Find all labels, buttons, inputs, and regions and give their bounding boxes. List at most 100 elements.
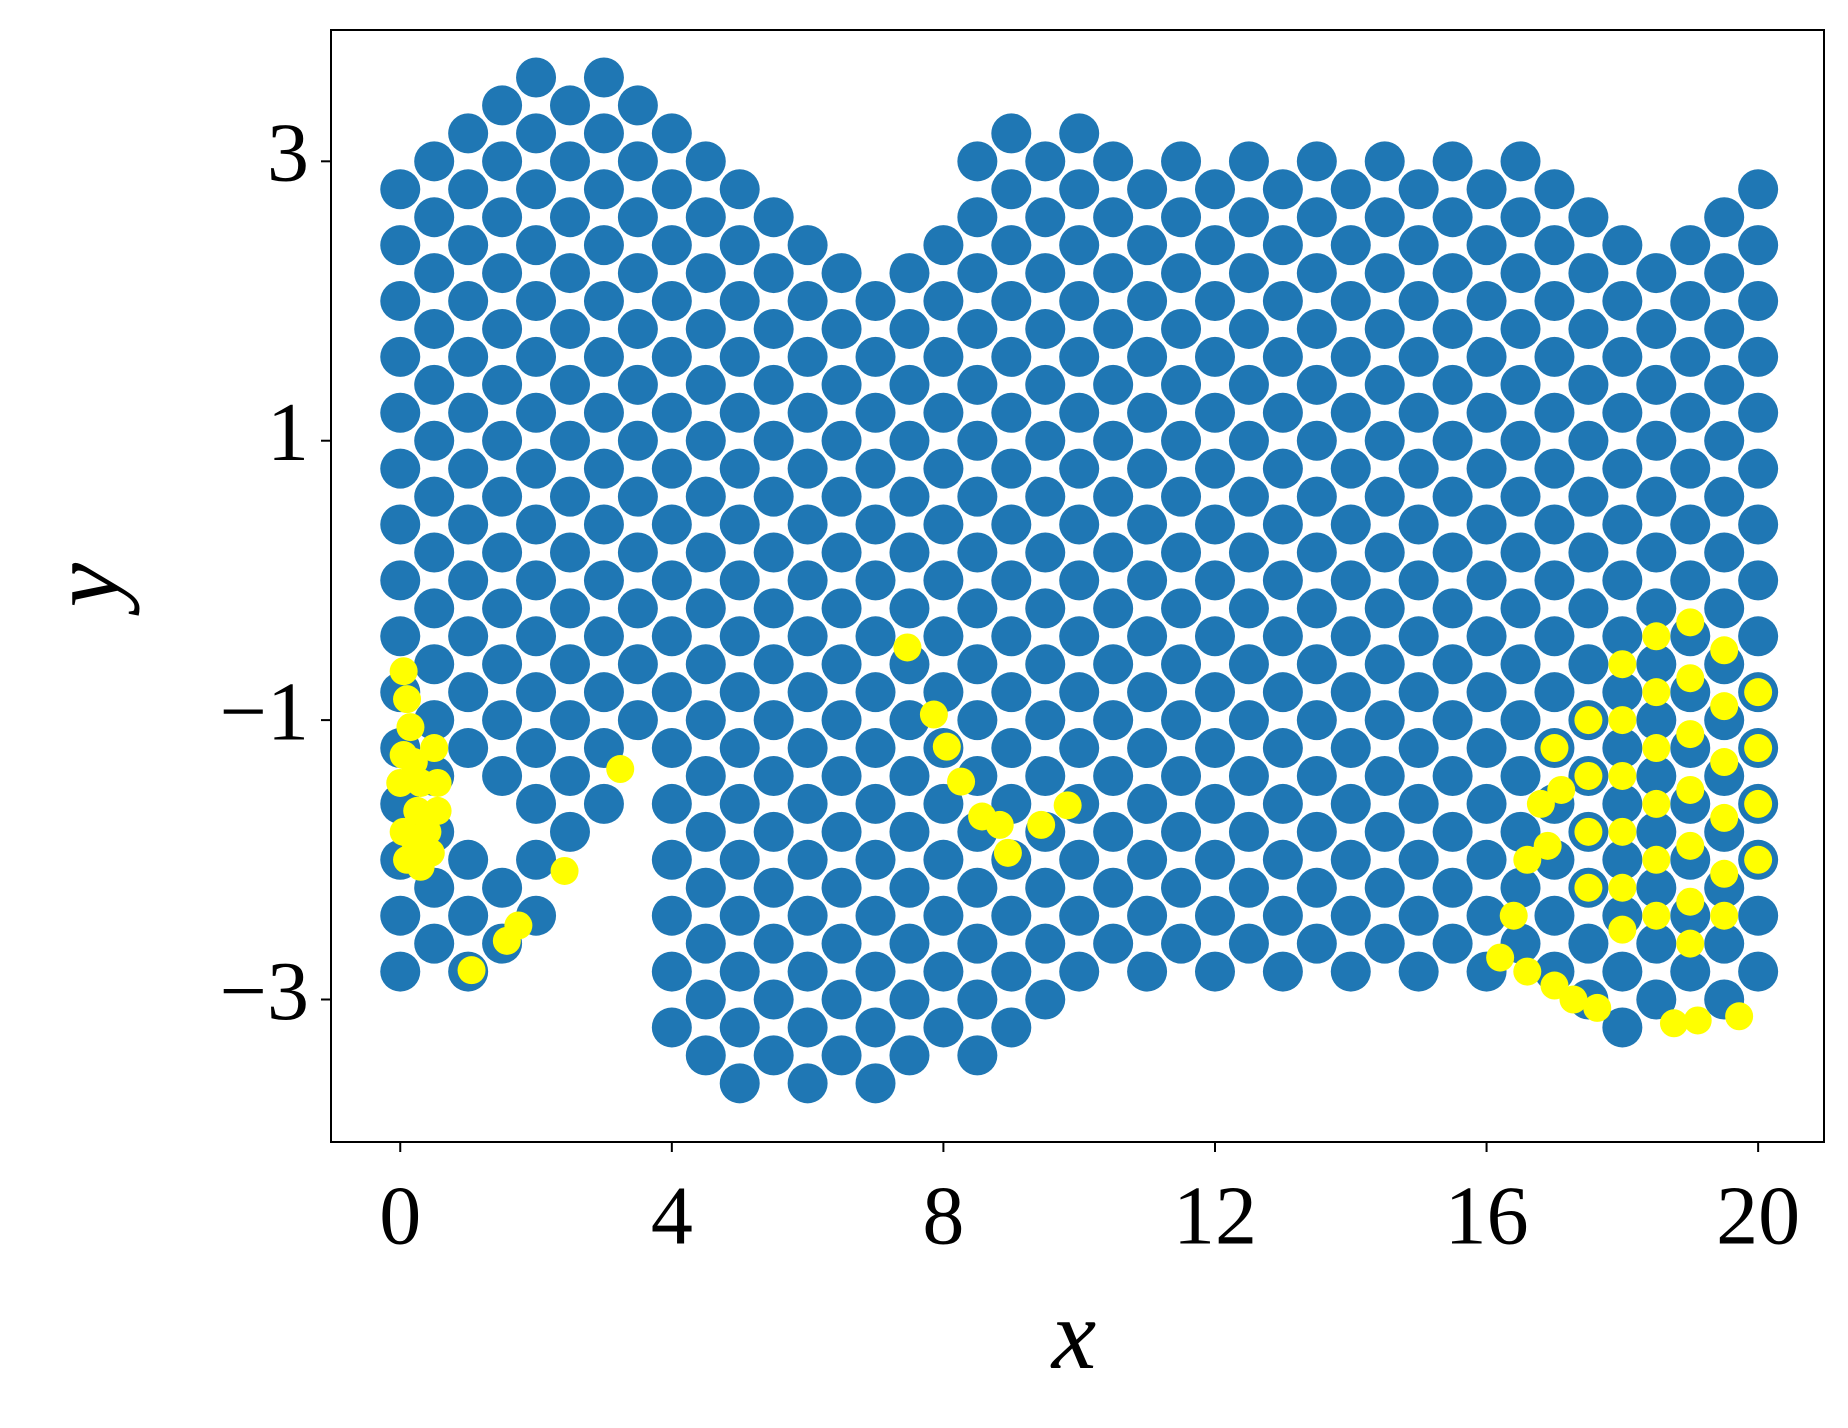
- axes-frame: [330, 29, 1825, 1143]
- scatter-point: [549, 476, 590, 517]
- scatter-point: [889, 867, 930, 908]
- scatter-point: [1194, 560, 1235, 601]
- scatter-point: [991, 504, 1032, 545]
- scatter-point: [1059, 225, 1100, 266]
- scatter-point: [957, 700, 998, 741]
- scatter-point: [1398, 448, 1439, 489]
- scatter-point: [923, 783, 964, 824]
- scatter-point: [1568, 308, 1609, 349]
- scatter-point: [1194, 839, 1235, 880]
- scatter-point: [787, 560, 828, 601]
- scatter-point: [821, 476, 862, 517]
- scatter-point: [1194, 504, 1235, 545]
- scatter-point: [448, 839, 489, 880]
- scatter-point: [448, 728, 489, 769]
- scatter-point: [1127, 560, 1168, 601]
- scatter-point: [1636, 588, 1677, 629]
- scatter-point: [753, 755, 794, 796]
- scatter-point: [1534, 281, 1575, 322]
- scatter-point: [719, 336, 760, 377]
- scatter-point: [457, 956, 486, 985]
- scatter-point: [1398, 169, 1439, 210]
- scatter-point: [1262, 448, 1303, 489]
- scatter-point: [1027, 810, 1056, 839]
- scatter-point: [1296, 308, 1337, 349]
- scatter-point: [1432, 644, 1473, 685]
- scatter-point: [1534, 392, 1575, 433]
- scatter-point: [414, 308, 455, 349]
- scatter-point: [583, 336, 624, 377]
- scatter-point: [1127, 336, 1168, 377]
- scatter-point: [787, 672, 828, 713]
- scatter-point: [719, 560, 760, 601]
- scatter-point: [651, 392, 692, 433]
- scatter-point: [753, 253, 794, 294]
- scatter-point: [991, 392, 1032, 433]
- scatter-point: [1486, 943, 1515, 972]
- scatter-point: [1499, 901, 1528, 930]
- scatter-point: [380, 504, 421, 545]
- scatter-point: [855, 504, 896, 545]
- scatter-point: [1704, 532, 1745, 573]
- scatter-point: [1602, 448, 1643, 489]
- scatter-point: [1738, 951, 1779, 992]
- scatter-point: [1161, 700, 1202, 741]
- scatter-point: [753, 420, 794, 461]
- scatter-point: [923, 281, 964, 322]
- scatter-point: [549, 85, 590, 126]
- scatter-point: [1127, 281, 1168, 322]
- scatter-point: [855, 839, 896, 880]
- scatter-point: [855, 951, 896, 992]
- scatter-point: [719, 169, 760, 210]
- scatter-point: [1296, 197, 1337, 238]
- scatter-point: [1059, 839, 1100, 880]
- scatter-point: [1025, 476, 1066, 517]
- scatter-point: [1093, 141, 1134, 182]
- scatter-point: [414, 476, 455, 517]
- scatter-point: [1161, 644, 1202, 685]
- scatter-point: [1568, 476, 1609, 517]
- scatter-point: [1127, 951, 1168, 992]
- scatter-point: [583, 672, 624, 713]
- scatter-point: [1228, 141, 1269, 182]
- scatter-point: [947, 767, 976, 796]
- scatter-point: [685, 420, 726, 461]
- scatter-point: [719, 616, 760, 657]
- scatter-point: [685, 141, 726, 182]
- scatter-point: [855, 616, 896, 657]
- scatter-point: [1262, 392, 1303, 433]
- scatter-point: [1262, 336, 1303, 377]
- scatter-point: [1602, 560, 1643, 601]
- scatter-point: [1574, 873, 1603, 902]
- scatter-point: [1093, 532, 1134, 573]
- scatter-point: [1636, 420, 1677, 461]
- scatter-point: [1398, 783, 1439, 824]
- scatter-point: [1466, 672, 1507, 713]
- scatter-point: [1127, 839, 1168, 880]
- scatter-point: [651, 1007, 692, 1048]
- scatter-point: [1161, 141, 1202, 182]
- scatter-point: [414, 141, 455, 182]
- scatter-point: [1398, 616, 1439, 657]
- scatter-point: [1194, 225, 1235, 266]
- scatter-point: [1608, 817, 1637, 846]
- scatter-point: [991, 728, 1032, 769]
- scatter-point: [685, 923, 726, 964]
- scatter-point: [1228, 755, 1269, 796]
- scatter-point: [1534, 616, 1575, 657]
- scatter-point: [1194, 895, 1235, 936]
- scatter-point: [889, 811, 930, 852]
- scatter-point: [516, 672, 557, 713]
- scatter-point: [583, 57, 624, 98]
- scatter-point: [1296, 700, 1337, 741]
- scatter-point: [1466, 839, 1507, 880]
- scatter-point: [1194, 672, 1235, 713]
- scatter-point: [1568, 420, 1609, 461]
- scatter-point: [821, 532, 862, 573]
- scatter-point: [1676, 664, 1705, 693]
- scatter-point: [651, 839, 692, 880]
- scatter-point: [1194, 392, 1235, 433]
- scatter-point: [957, 923, 998, 964]
- scatter-point: [1194, 783, 1235, 824]
- scatter-point: [1025, 979, 1066, 1020]
